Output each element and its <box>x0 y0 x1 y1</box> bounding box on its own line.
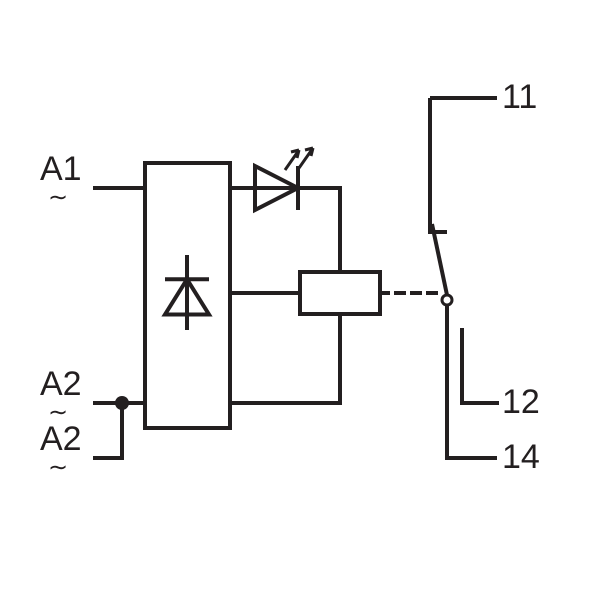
terminal-14: 14 <box>502 438 540 476</box>
terminal-11-label: 11 <box>502 78 537 116</box>
relay-coil <box>300 272 380 314</box>
junction-dot <box>115 396 129 410</box>
terminal-A1-label: A1 <box>40 150 82 188</box>
terminal-12: 12 <box>502 383 540 421</box>
terminal-A2a-label: A2 <box>40 365 82 403</box>
terminal-A1: A1∼ <box>40 150 82 211</box>
bridge-diode-icon <box>165 255 209 330</box>
terminal-A2a: A2∼ <box>40 365 82 426</box>
terminal-A1-ac-symbol: ∼ <box>48 184 68 211</box>
led-icon <box>255 148 313 210</box>
terminal-11: 11 <box>502 78 537 116</box>
terminal-A2b-label: A2 <box>40 420 82 458</box>
terminal-A2b-ac-symbol: ∼ <box>48 454 68 481</box>
terminal-14-label: 14 <box>502 438 540 476</box>
terminal-A2b: A2∼ <box>40 420 82 481</box>
terminal-12-label: 12 <box>502 383 540 421</box>
